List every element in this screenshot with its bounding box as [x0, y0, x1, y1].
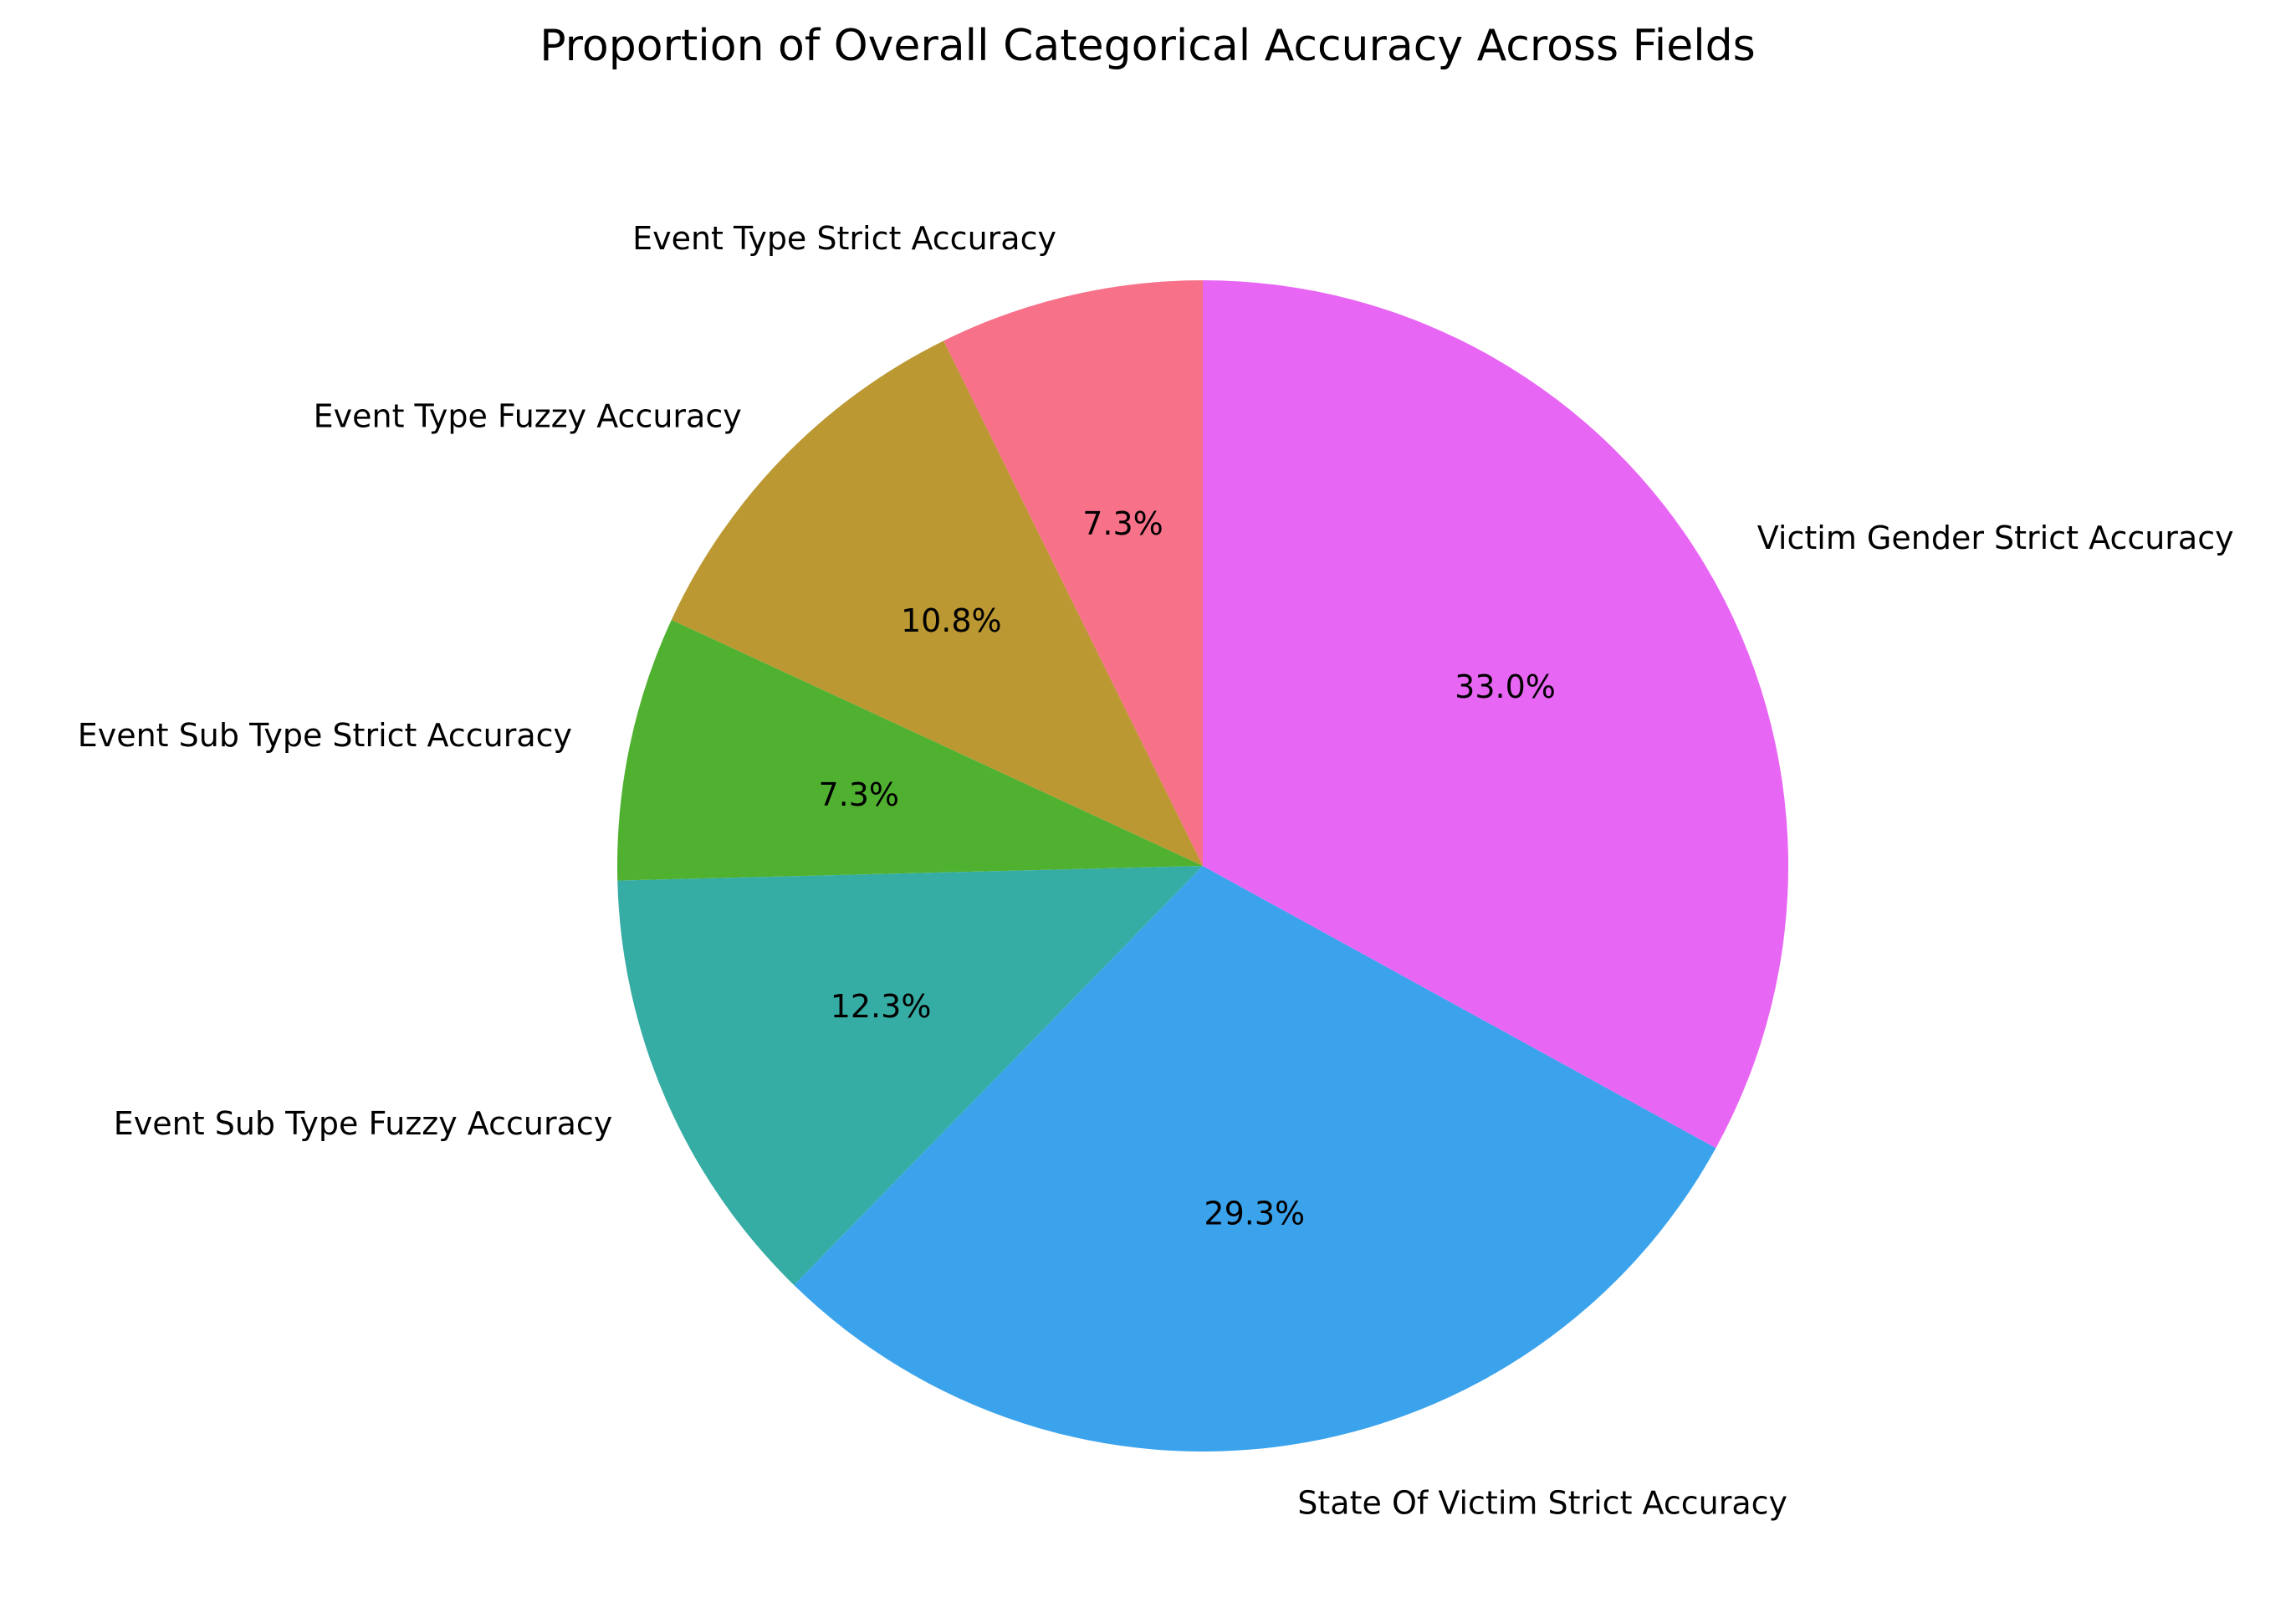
pie-slice-event-type-fuzzy-accuracy	[671, 340, 1203, 866]
pie-slice-victim-gender-strict-accuracy	[1203, 280, 1789, 1149]
chart-title: Proportion of Overall Categorical Accura…	[539, 21, 1756, 71]
pie-slice-event-type-strict-accuracy	[943, 280, 1203, 866]
pct-label-victim-gender-strict-accuracy: 33.0%	[1455, 668, 1556, 705]
slice-label-state-of-victim-strict-accuracy: State Of Victim Strict Accuracy	[1297, 1485, 1787, 1522]
pct-label-event-type-strict-accuracy: 7.3%	[1082, 505, 1163, 542]
pie-slice-state-of-victim-strict-accuracy	[794, 866, 1716, 1452]
pie-slice-event-sub-type-fuzzy-accuracy	[617, 866, 1203, 1286]
pct-label-event-type-fuzzy-accuracy: 10.8%	[901, 602, 1002, 639]
pct-label-state-of-victim-strict-accuracy: 29.3%	[1204, 1195, 1305, 1231]
pie-slices	[617, 280, 1789, 1452]
slice-label-event-type-fuzzy-accuracy: Event Type Fuzzy Accuracy	[314, 397, 742, 434]
slice-label-event-sub-type-fuzzy-accuracy: Event Sub Type Fuzzy Accuracy	[114, 1105, 613, 1142]
slice-label-event-type-strict-accuracy: Event Type Strict Accuracy	[632, 220, 1056, 257]
slice-label-event-sub-type-strict-accuracy: Event Sub Type Strict Accuracy	[78, 717, 572, 754]
pct-label-event-sub-type-fuzzy-accuracy: 12.3%	[831, 988, 932, 1025]
pie-slice-event-sub-type-strict-accuracy	[617, 619, 1203, 881]
pct-label-event-sub-type-strict-accuracy: 7.3%	[818, 776, 899, 813]
slice-label-victim-gender-strict-accuracy: Victim Gender Strict Accuracy	[1757, 520, 2234, 556]
pie-labels: 7.3% Event Type Strict Accuracy 10.8% Event…	[78, 220, 2234, 1521]
